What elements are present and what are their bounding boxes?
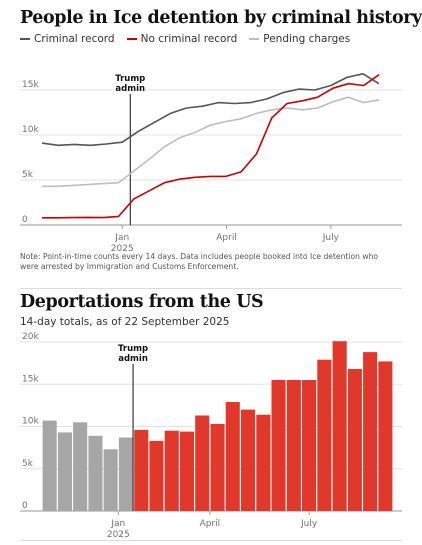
y-tick-label: 0 [22,501,28,511]
bar [332,341,347,511]
bar [271,380,286,511]
bar [378,361,393,511]
bar [195,415,210,511]
annotation-label: admin [118,354,148,364]
bar [241,409,256,511]
legend-label: No criminal record [140,33,238,45]
y-tick-label: 5k [22,459,34,469]
x-tick-label: Jan [114,233,129,243]
legend-item-criminal-record: Criminal record [20,33,115,45]
bar [225,402,240,511]
bar [134,429,149,511]
y-tick-label: 15k [22,374,39,384]
bar [317,359,332,511]
y-tick-label: 5k [22,170,34,180]
legend-label: Pending charges [263,33,351,45]
bar [179,431,194,511]
chart-note: Note: Point-in-time counts every 14 days… [20,252,379,271]
bar [57,432,72,511]
bar [347,369,362,511]
x-tick-label: Jan [110,519,125,529]
y-tick-label: 0 [22,215,28,225]
bar [302,380,317,511]
bar [256,414,271,511]
bar [149,440,164,511]
x-tick-label-year: 2025 [107,530,130,540]
section-divider [20,288,402,289]
series-line-no-criminal-record [42,74,380,219]
annotation-label: Trump [115,74,145,84]
y-tick-label: 20k [22,332,39,342]
series-line-criminal-record [41,73,380,147]
bar [286,380,301,511]
legend-label: Criminal record [34,33,115,45]
y-tick-label: 10k [22,125,39,135]
line-chart-title: People in Ice detention by criminal hist… [20,8,422,28]
x-tick-label: April [200,519,221,529]
bar-chart-title: Deportations from the US [20,292,264,312]
bar-chart-subtitle: 14-day totals, as of 22 September 2025 [20,316,230,328]
legend-item-pending-charges: Pending charges [249,33,350,45]
legend-swatch-pending-charges [249,38,260,40]
y-tick-label: 10k [22,417,39,427]
bar [363,352,378,511]
x-tick-label: July [322,233,340,243]
annotation-label: admin [115,84,145,94]
bar [164,430,179,511]
legend-swatch-no-criminal-record [126,38,137,40]
x-tick-label: July [300,519,318,529]
bar [73,422,88,511]
bar [103,449,118,511]
bar [88,435,103,511]
y-tick-label: 15k [22,80,39,90]
bar [42,420,57,511]
legend-item-no-criminal-record: No criminal record [126,33,238,45]
legend-swatch-criminal-record [20,38,30,40]
line-chart-legend: Criminal record No criminal record Pendi… [20,33,350,45]
annotation-label: Trump [118,344,148,354]
series-line-pending-charges [42,96,380,188]
bar [210,424,225,511]
x-tick-label-year: 2025 [111,244,134,254]
x-tick-label: April [216,233,237,243]
bar [118,437,133,511]
bottom-divider [20,540,402,541]
